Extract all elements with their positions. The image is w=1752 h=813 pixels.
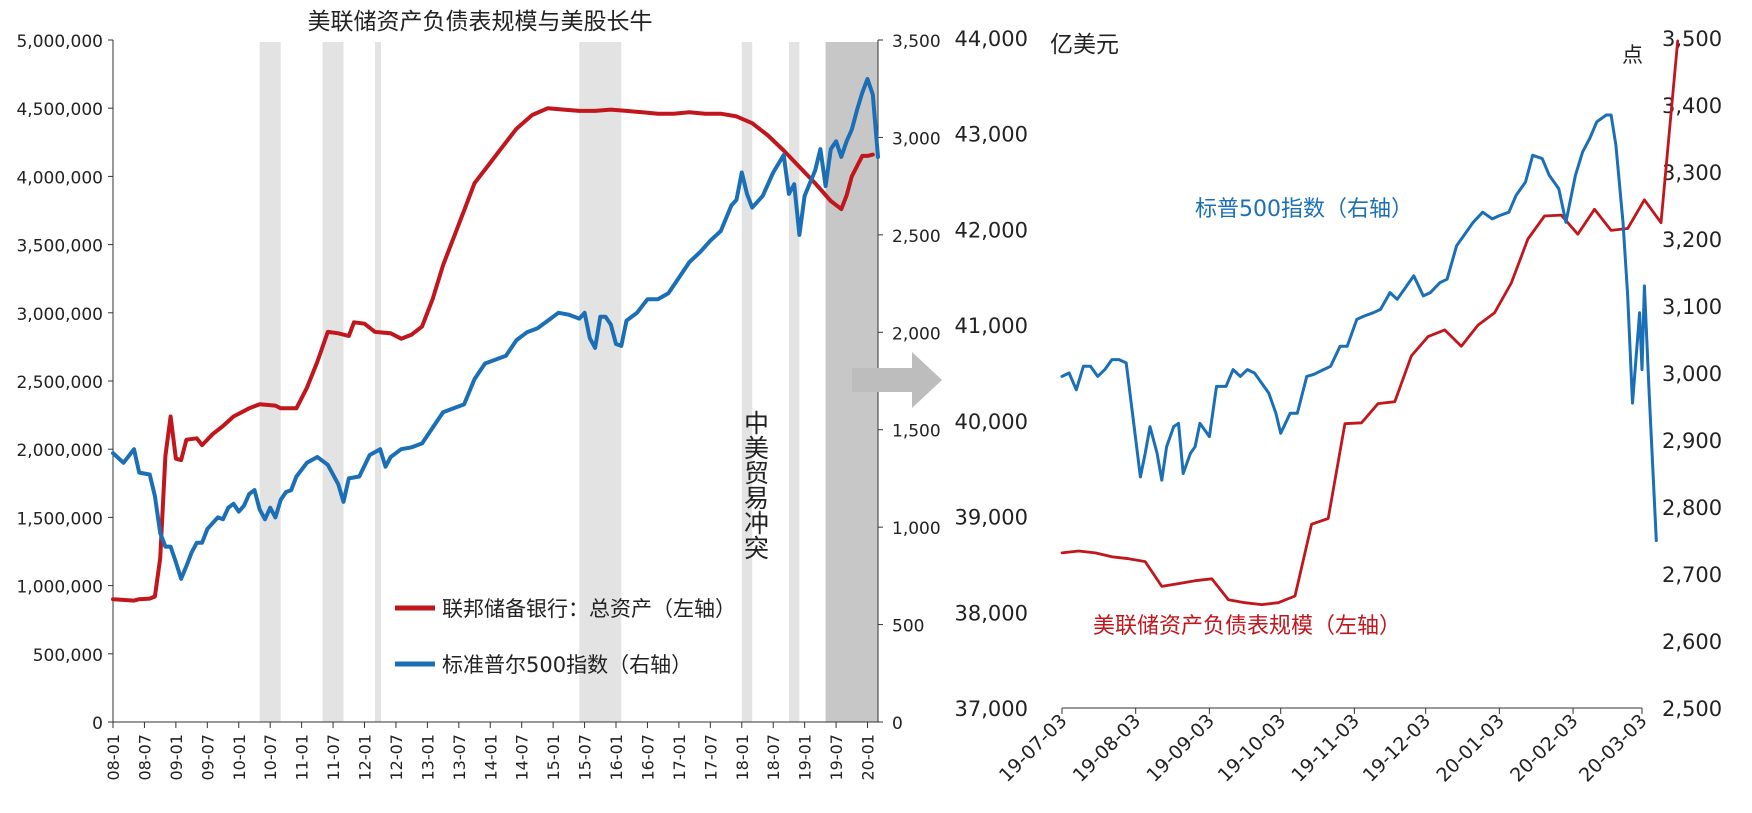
- right-series-lines: [1060, 39, 1680, 606]
- left-xtick-label: 14-07: [513, 734, 532, 781]
- right-right-ytick-label: 2,800: [1662, 496, 1722, 520]
- left-xtick-label: 15-07: [576, 734, 595, 781]
- left-fed-line: [111, 106, 875, 603]
- left-right-ytick-label: 3,000: [892, 129, 941, 149]
- shaded-period-3: [579, 42, 622, 722]
- left-xtick-label: 08-07: [135, 734, 154, 781]
- right-xtick-label: 20-02-03: [1506, 710, 1583, 787]
- right-chart: 亿美元 点 37,000 38,000 39,000 40,000 41,000 42,0…: [955, 27, 1723, 787]
- left-xtick-label: 18-07: [764, 734, 783, 781]
- left-right-ytick-label: 1,000: [892, 519, 941, 539]
- right-right-ytick-label: 3,200: [1662, 228, 1722, 252]
- arrow-icon: [852, 352, 942, 408]
- right-right-ytick-label: 2,600: [1662, 630, 1722, 654]
- right-right-ytick-label: 3,000: [1662, 362, 1722, 386]
- right-right-unit: 点: [1622, 43, 1643, 67]
- left-ytick-label: 5,000,000: [16, 32, 103, 52]
- trade-conflict-annotation: 中美贸易冲突: [741, 410, 770, 560]
- left-ytick-label: 1,000,000: [16, 578, 103, 598]
- right-left-unit: 亿美元: [1050, 32, 1119, 58]
- legend-spx-label: 标准普尔500指数（右轴）: [442, 653, 692, 677]
- left-xtick-label: 20-01: [859, 734, 878, 781]
- left-chart-title: 美联储资产负债表规模与美股长牛: [308, 9, 653, 35]
- right-fed-line: [1060, 39, 1680, 606]
- right-xtick-label: 19-09-03: [1142, 710, 1219, 787]
- left-xtick-label: 14-01: [481, 734, 500, 781]
- legend-fed-label: 联邦储备银行：总资产（左轴）: [442, 597, 736, 621]
- left-ytick-label: 3,500,000: [16, 237, 103, 257]
- left-ytick-label: 3,000,000: [16, 305, 103, 325]
- left-xtick-label: 16-07: [638, 734, 657, 781]
- right-left-ytick-label: 41,000: [955, 314, 1028, 338]
- left-ytick-label: 500,000: [33, 646, 103, 666]
- left-xtick-label: 11-07: [324, 734, 343, 781]
- right-xtick-label: 19-08-03: [1069, 710, 1146, 787]
- right-right-ytick-label: 3,300: [1662, 161, 1722, 185]
- right-xtick-label: 19-10-03: [1214, 710, 1291, 787]
- left-xtick-label: 12-01: [356, 734, 375, 781]
- left-ytick-label: 4,500,000: [16, 100, 103, 120]
- left-series-lines: [111, 77, 880, 603]
- left-xtick-label: 12-07: [387, 734, 406, 781]
- right-xtick-label: 20-01-03: [1432, 710, 1509, 787]
- right-right-ytick-label: 3,500: [1662, 27, 1722, 51]
- left-xtick-label: 10-01: [230, 734, 249, 781]
- shaded-period-4: [741, 42, 753, 722]
- left-xtick-label: 18-01: [733, 734, 752, 781]
- left-ytick-label: 2,500,000: [16, 373, 103, 393]
- right-xtick-label: 19-12-03: [1359, 710, 1436, 787]
- right-left-ytick-label: 38,000: [955, 601, 1028, 625]
- right-left-ytick-label: 37,000: [955, 697, 1028, 721]
- left-xtick-label: 16-01: [607, 734, 626, 781]
- shaded-period-5: [788, 42, 800, 722]
- right-right-ytick-label: 2,700: [1662, 563, 1722, 587]
- left-xtick-label: 10-07: [261, 734, 280, 781]
- left-xtick-label: 19-07: [827, 734, 846, 781]
- left-xtick-label: 11-01: [293, 734, 312, 781]
- right-spx-line: [1060, 113, 1658, 542]
- left-xtick-label: 08-01: [104, 734, 123, 781]
- left-xtick-label: 09-01: [167, 734, 186, 781]
- shaded-period-0: [259, 42, 281, 722]
- left-chart: 美联储资产负债表规模与美股长牛 0 500,000 1,000,000 1,500,0…: [16, 9, 940, 781]
- left-xtick-label: 15-01: [544, 734, 563, 781]
- left-right-ytick-label: 500: [892, 617, 924, 637]
- left-right-ytick-label: 2,500: [892, 227, 941, 247]
- left-right-ytick-label: 3,500: [892, 32, 941, 52]
- right-left-ytick-label: 40,000: [955, 410, 1028, 434]
- right-right-ytick-label: 3,100: [1662, 295, 1722, 319]
- left-xtick-label: 13-01: [418, 734, 437, 781]
- right-axes: 37,000 38,000 39,000 40,000 41,000 42,000 43,0…: [955, 27, 1723, 787]
- left-xtick-label: 17-01: [670, 734, 689, 781]
- left-legend: 联邦储备银行：总资产（左轴） 标准普尔500指数（右轴）: [395, 597, 736, 677]
- left-ytick-label: 4,000,000: [16, 168, 103, 188]
- right-left-ytick-label: 43,000: [955, 123, 1028, 147]
- right-spx-label: 标普500指数（右轴）: [1195, 197, 1413, 222]
- left-ytick-label: 2,000,000: [16, 441, 103, 461]
- left-xtick-label: 13-07: [450, 734, 469, 781]
- left-xtick-label: 09-07: [198, 734, 217, 781]
- left-xtick-label: 17-07: [701, 734, 720, 781]
- right-left-ytick-label: 44,000: [955, 27, 1028, 51]
- right-xtick-label: 19-11-03: [1287, 710, 1364, 787]
- shaded-period-2: [374, 42, 381, 722]
- right-right-ytick-label: 2,500: [1662, 697, 1722, 721]
- left-right-ytick-label: 0: [892, 714, 903, 734]
- left-ytick-label: 0: [92, 714, 103, 734]
- right-fed-label: 美联储资产负债表规模（左轴）: [1093, 614, 1401, 639]
- left-right-ytick-label: 2,000: [892, 324, 941, 344]
- left-xtick-label: 19-01: [796, 734, 815, 781]
- right-xtick-label: 19-07-03: [995, 710, 1072, 787]
- right-right-ytick-label: 2,900: [1662, 429, 1722, 453]
- left-spx-line: [111, 77, 880, 581]
- right-left-ytick-label: 39,000: [955, 506, 1028, 530]
- left-right-ytick-label: 1,500: [892, 422, 941, 442]
- left-ytick-label: 1,500,000: [16, 509, 103, 529]
- shaded-period-1: [322, 42, 344, 722]
- right-left-ytick-label: 42,000: [955, 218, 1028, 242]
- right-xtick-label: 20-03-03: [1575, 710, 1652, 787]
